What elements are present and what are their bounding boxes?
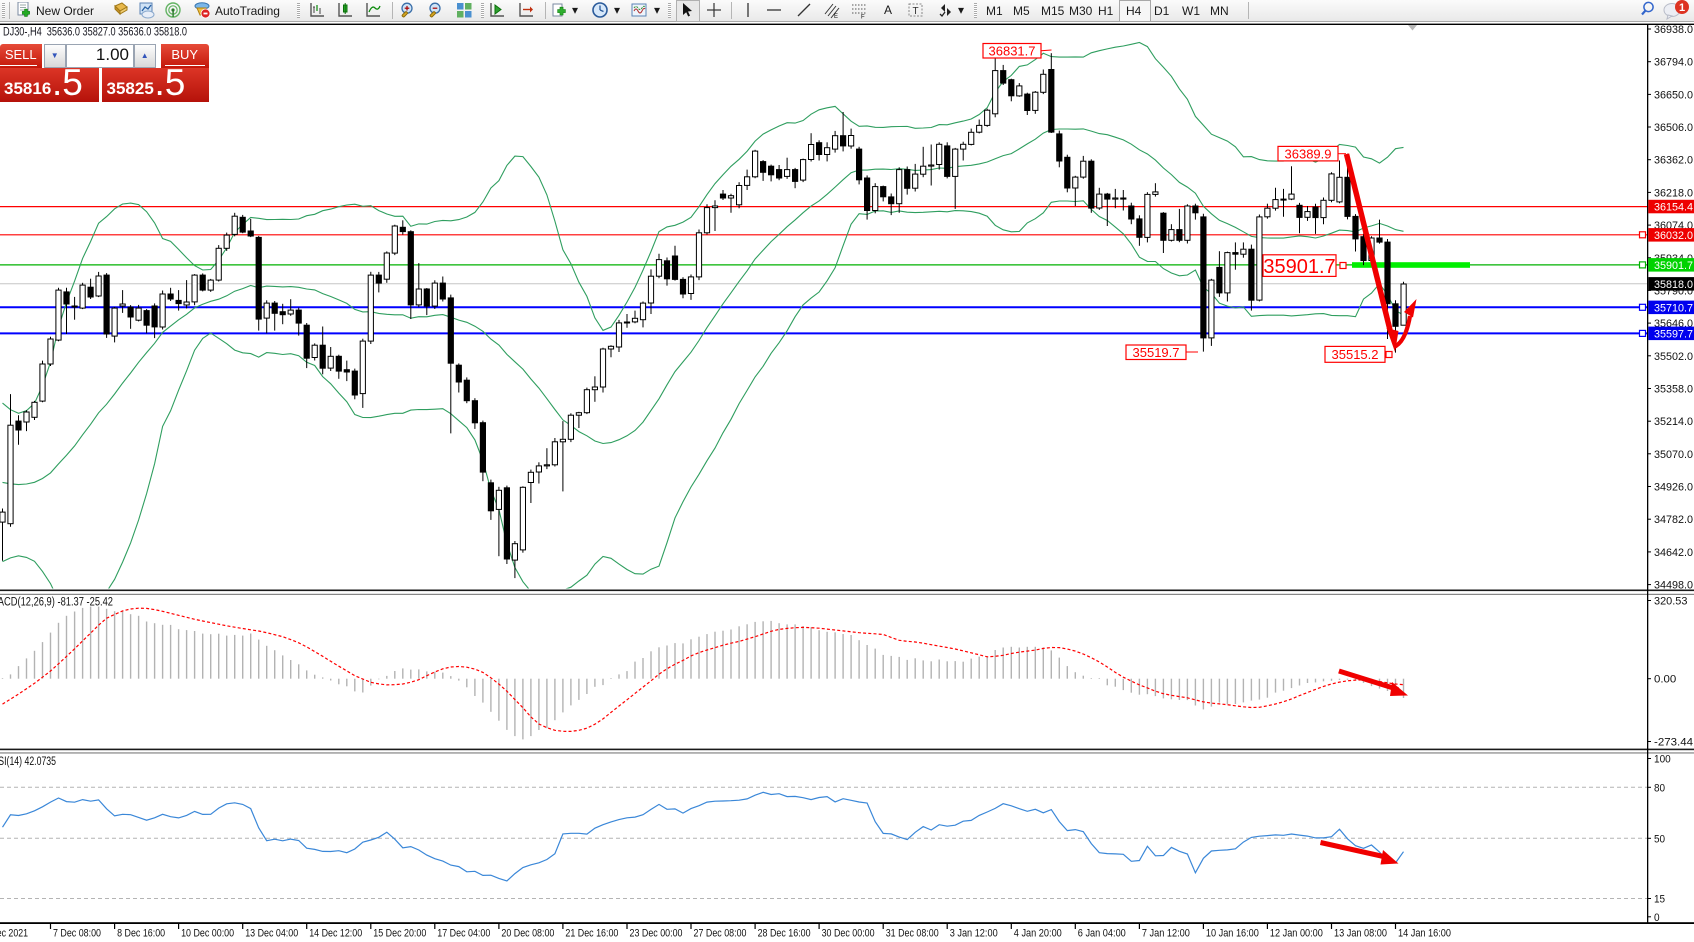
svg-text:34498.0: 34498.0 (1654, 580, 1693, 592)
svg-text:35901.7: 35901.7 (1654, 260, 1693, 272)
svg-text:DJ30-,H4 35636.0 35827.0 3563: DJ30-,H4 35636.0 35827.0 35636.0 35818.0 (3, 27, 187, 39)
svg-text:35818.0: 35818.0 (1654, 279, 1693, 291)
svg-text:35358.0: 35358.0 (1654, 384, 1693, 396)
svg-text:36154.4: 36154.4 (1654, 202, 1693, 214)
svg-text:6 Jan 04:00: 6 Jan 04:00 (1078, 928, 1126, 940)
svg-text:30 Dec 00:00: 30 Dec 00:00 (822, 928, 875, 940)
svg-text:36032.0: 36032.0 (1654, 230, 1693, 242)
svg-text:F: F (861, 15, 865, 20)
svg-text:15 Dec 20:00: 15 Dec 20:00 (373, 928, 426, 940)
svg-text:36794.0: 36794.0 (1654, 57, 1693, 69)
svg-text:13 Dec 04:00: 13 Dec 04:00 (245, 928, 298, 940)
svg-text:80: 80 (1654, 782, 1665, 794)
svg-text:8 Dec 16:00: 8 Dec 16:00 (117, 928, 165, 940)
svg-text:14 Dec 12:00: 14 Dec 12:00 (309, 928, 362, 940)
svg-text:10 Jan 16:00: 10 Jan 16:00 (1206, 928, 1259, 940)
svg-text:36389.9: 36389.9 (1285, 146, 1332, 161)
svg-text:35214.0: 35214.0 (1654, 416, 1693, 428)
svg-text:14 Jan 16:00: 14 Jan 16:00 (1398, 928, 1451, 940)
svg-text:15: 15 (1654, 894, 1665, 906)
svg-text:21 Dec 16:00: 21 Dec 16:00 (565, 928, 618, 940)
svg-text:36650.0: 36650.0 (1654, 89, 1693, 101)
svg-text:RSI(14) 42.0735: RSI(14) 42.0735 (0, 756, 56, 768)
svg-text:35519.7: 35519.7 (1133, 345, 1180, 360)
svg-text:13 Jan 08:00: 13 Jan 08:00 (1334, 928, 1387, 940)
svg-text:12 Jan 00:00: 12 Jan 00:00 (1270, 928, 1323, 940)
svg-text:35070.0: 35070.0 (1654, 449, 1693, 461)
svg-text:3 Jan 12:00: 3 Jan 12:00 (950, 928, 998, 940)
svg-text:0: 0 (1654, 912, 1660, 924)
svg-text:36362.0: 36362.0 (1654, 155, 1693, 167)
svg-text:35597.7: 35597.7 (1654, 328, 1693, 340)
svg-text:36938.0: 36938.0 (1654, 24, 1693, 36)
svg-text:34926.0: 34926.0 (1654, 482, 1693, 494)
svg-text:35710.7: 35710.7 (1654, 302, 1693, 314)
svg-text:36831.7: 36831.7 (989, 43, 1036, 58)
svg-text:36218.0: 36218.0 (1654, 187, 1693, 199)
svg-text:1: 1 (1679, 2, 1685, 14)
svg-text:50: 50 (1654, 833, 1665, 845)
svg-text:6 Dec 2021: 6 Dec 2021 (0, 928, 28, 940)
svg-text:100: 100 (1654, 754, 1671, 766)
svg-text:320.53: 320.53 (1654, 596, 1687, 608)
svg-text:20 Dec 08:00: 20 Dec 08:00 (501, 928, 554, 940)
svg-text:7 Jan 12:00: 7 Jan 12:00 (1142, 928, 1190, 940)
svg-text:10 Dec 00:00: 10 Dec 00:00 (181, 928, 234, 940)
svg-text:7 Dec 08:00: 7 Dec 08:00 (53, 928, 101, 940)
svg-text:4 Jan 20:00: 4 Jan 20:00 (1014, 928, 1062, 940)
svg-text:28 Dec 16:00: 28 Dec 16:00 (758, 928, 811, 940)
svg-text:23 Dec 00:00: 23 Dec 00:00 (630, 928, 683, 940)
svg-text:36506.0: 36506.0 (1654, 122, 1693, 134)
svg-text:27 Dec 08:00: 27 Dec 08:00 (694, 928, 747, 940)
svg-text:0.00: 0.00 (1654, 674, 1676, 686)
svg-text:31 Dec 08:00: 31 Dec 08:00 (886, 928, 939, 940)
svg-text:34642.0: 34642.0 (1654, 547, 1693, 559)
svg-text:35502.0: 35502.0 (1654, 351, 1693, 363)
svg-text:17 Dec 04:00: 17 Dec 04:00 (437, 928, 490, 940)
svg-text:E: E (834, 14, 838, 19)
svg-text:35515.2: 35515.2 (1332, 347, 1379, 362)
svg-text:-273.44: -273.44 (1654, 737, 1693, 749)
svg-text:MACD(12,26,9) -81.37 -25.42: MACD(12,26,9) -81.37 -25.42 (0, 597, 113, 609)
svg-text:34782.0: 34782.0 (1654, 514, 1693, 526)
svg-text:35901.7: 35901.7 (1263, 256, 1335, 278)
svg-text:T: T (913, 6, 919, 17)
